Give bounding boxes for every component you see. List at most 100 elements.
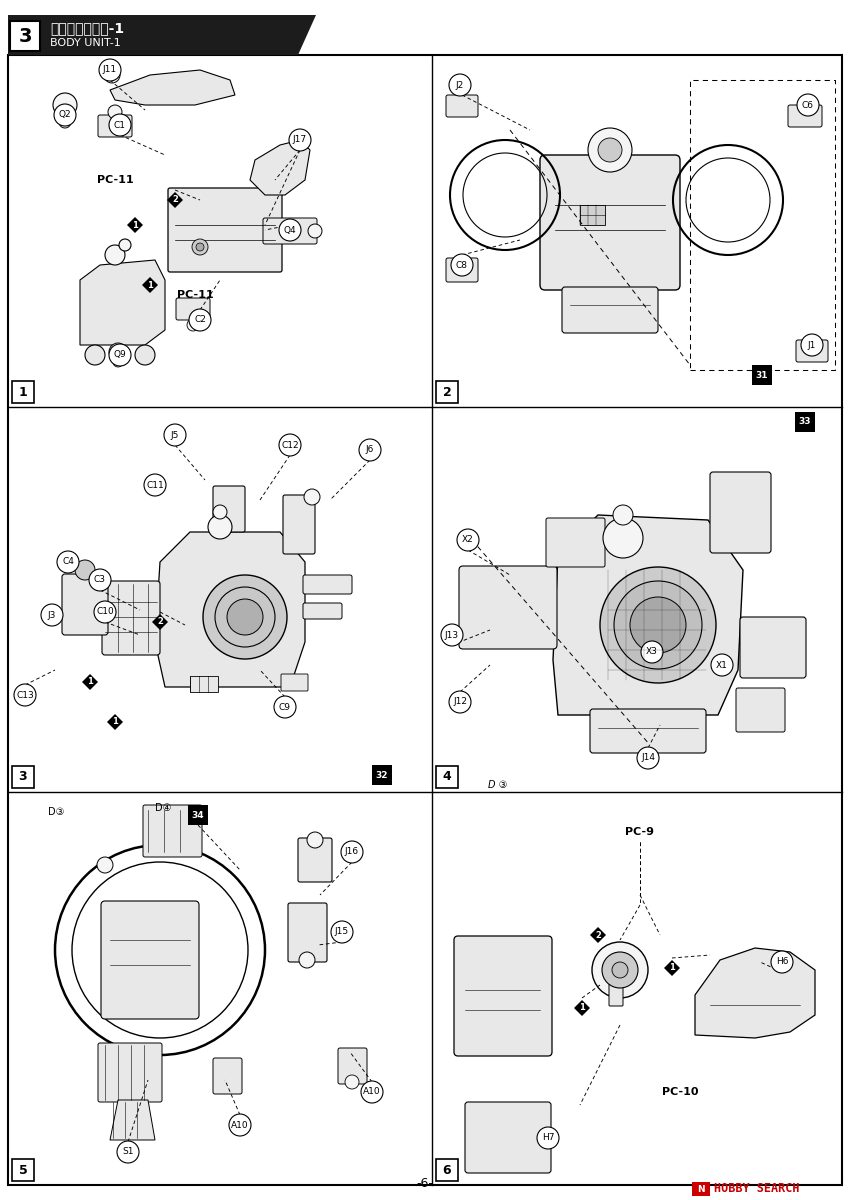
FancyBboxPatch shape: [62, 574, 108, 635]
Text: 1: 1: [669, 964, 675, 972]
FancyBboxPatch shape: [101, 901, 199, 1019]
Polygon shape: [250, 140, 310, 194]
Circle shape: [97, 857, 113, 874]
Circle shape: [113, 358, 123, 367]
Circle shape: [53, 92, 77, 116]
Text: C1: C1: [114, 120, 126, 130]
Circle shape: [537, 1127, 559, 1150]
Circle shape: [771, 950, 793, 973]
FancyBboxPatch shape: [283, 494, 315, 554]
Circle shape: [104, 67, 120, 83]
Text: S1: S1: [122, 1147, 133, 1157]
FancyBboxPatch shape: [540, 155, 680, 290]
Text: PC-11: PC-11: [177, 290, 213, 300]
Text: 1: 1: [19, 385, 27, 398]
FancyBboxPatch shape: [590, 709, 706, 754]
Text: HOBBY SEARCH: HOBBY SEARCH: [714, 1182, 800, 1195]
Circle shape: [341, 841, 363, 863]
Circle shape: [14, 684, 36, 706]
FancyBboxPatch shape: [796, 340, 828, 362]
Text: C13: C13: [16, 690, 34, 700]
FancyBboxPatch shape: [168, 188, 282, 272]
Circle shape: [613, 505, 633, 526]
Bar: [752, 365, 772, 385]
Text: C10: C10: [96, 607, 114, 617]
Text: A10: A10: [363, 1087, 381, 1097]
FancyBboxPatch shape: [609, 984, 623, 1006]
Polygon shape: [80, 260, 165, 346]
Text: 1: 1: [132, 221, 138, 229]
Text: D③: D③: [48, 806, 65, 817]
Text: PC-10: PC-10: [662, 1087, 698, 1097]
Circle shape: [213, 505, 227, 518]
Circle shape: [187, 319, 199, 331]
Circle shape: [109, 114, 131, 136]
Text: D ③: D ③: [488, 780, 507, 790]
Text: 32: 32: [376, 770, 388, 780]
FancyBboxPatch shape: [98, 115, 132, 137]
Text: Q2: Q2: [59, 110, 71, 120]
Circle shape: [203, 575, 287, 659]
Circle shape: [612, 962, 628, 978]
FancyBboxPatch shape: [446, 258, 478, 282]
Text: J5: J5: [171, 431, 179, 439]
Circle shape: [279, 218, 301, 241]
Text: H7: H7: [541, 1134, 554, 1142]
Circle shape: [304, 490, 320, 505]
Circle shape: [600, 566, 716, 683]
FancyBboxPatch shape: [213, 486, 245, 532]
Bar: [10, 20, 40, 50]
Polygon shape: [155, 532, 305, 686]
Bar: [580, 205, 605, 226]
FancyBboxPatch shape: [263, 218, 317, 244]
Circle shape: [588, 128, 632, 172]
Text: -6-: -6-: [416, 1177, 434, 1190]
Circle shape: [308, 224, 322, 238]
Text: 2: 2: [172, 196, 178, 204]
FancyBboxPatch shape: [465, 1102, 551, 1174]
FancyBboxPatch shape: [446, 95, 478, 116]
Text: J11: J11: [103, 66, 117, 74]
FancyBboxPatch shape: [546, 518, 605, 566]
Circle shape: [449, 74, 471, 96]
Text: C2: C2: [194, 316, 206, 324]
FancyBboxPatch shape: [562, 287, 658, 332]
Circle shape: [801, 334, 823, 356]
Text: 1: 1: [87, 678, 93, 686]
Polygon shape: [127, 217, 143, 233]
Text: N: N: [697, 1184, 705, 1194]
Text: C3: C3: [94, 576, 106, 584]
Circle shape: [164, 424, 186, 446]
Circle shape: [592, 942, 648, 998]
Text: A10: A10: [231, 1121, 249, 1129]
FancyBboxPatch shape: [281, 674, 308, 691]
Text: J16: J16: [345, 847, 359, 857]
Circle shape: [449, 691, 471, 713]
Text: J12: J12: [453, 697, 467, 707]
Text: H6: H6: [776, 958, 788, 966]
FancyBboxPatch shape: [736, 688, 785, 732]
Text: PC-11: PC-11: [97, 175, 133, 185]
FancyBboxPatch shape: [303, 575, 352, 594]
Text: 1: 1: [147, 281, 153, 289]
Text: X1: X1: [716, 660, 728, 670]
Circle shape: [94, 601, 116, 623]
Circle shape: [331, 922, 353, 943]
Text: C8: C8: [456, 260, 468, 270]
Polygon shape: [107, 714, 123, 730]
Text: J17: J17: [293, 136, 307, 144]
Circle shape: [227, 599, 263, 635]
Circle shape: [229, 1114, 251, 1136]
FancyBboxPatch shape: [288, 902, 327, 962]
Circle shape: [196, 242, 204, 251]
Circle shape: [54, 104, 76, 126]
Circle shape: [57, 551, 79, 572]
Circle shape: [135, 346, 155, 365]
Circle shape: [189, 308, 211, 331]
Polygon shape: [664, 960, 680, 976]
Circle shape: [637, 746, 659, 769]
FancyBboxPatch shape: [213, 1058, 242, 1094]
Polygon shape: [167, 192, 183, 208]
Text: C6: C6: [802, 101, 814, 109]
Circle shape: [119, 239, 131, 251]
